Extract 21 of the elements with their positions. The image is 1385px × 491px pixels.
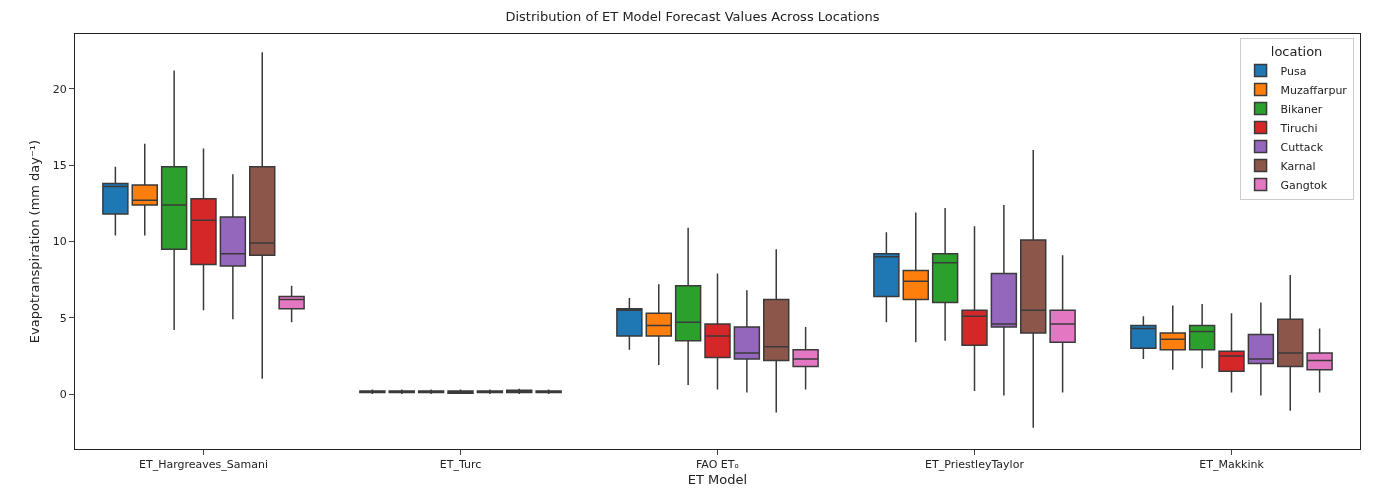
y-tick-label: 0	[59, 387, 67, 401]
legend-label: Karnal	[1280, 159, 1316, 173]
x-tick-label: ET_Hargreaves_Samani	[139, 458, 268, 472]
legend-label: Cuttack	[1280, 140, 1324, 154]
x-tick-label: ET_Turc	[439, 458, 482, 472]
x-axis-title: ET Model	[687, 471, 748, 487]
chart-title: Distribution of ET Model Forecast Values Across Locations	[505, 9, 880, 25]
y-axis-title: Evapotranspiration (mm day⁻¹)	[27, 139, 42, 344]
x-tick-label: ET_Makkink	[1199, 458, 1265, 472]
legend-label: Muzaffarpur	[1280, 83, 1348, 97]
x-tick-label: ET_PriestleyTaylor	[925, 458, 1025, 472]
y-tick-label: 5	[59, 311, 67, 325]
legend-label: Bikaner	[1280, 102, 1323, 116]
y-tick-label: 10	[52, 235, 67, 249]
y-tick-label: 15	[52, 159, 67, 173]
legend-title: location	[1270, 44, 1323, 60]
legend-label: Pusa	[1280, 64, 1307, 78]
x-tick-label: FAO ETₒ	[695, 458, 740, 472]
legend-label: Gangtok	[1280, 178, 1328, 192]
legend-label: Tiruchi	[1279, 121, 1318, 135]
y-tick-label: 20	[52, 82, 67, 96]
